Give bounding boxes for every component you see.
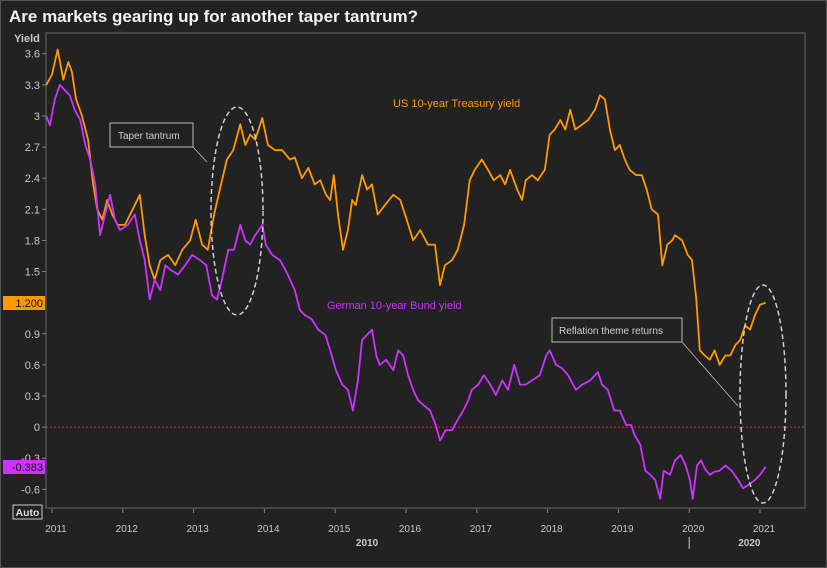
x-tick-label: 2011 — [45, 524, 67, 535]
reflation-box — [551, 317, 683, 343]
x-tick-label: 2021 — [753, 524, 776, 535]
y-tick-label: 3.6 — [25, 49, 40, 61]
y-tick-label: 3.3 — [25, 80, 40, 92]
y-tick-label: 0.3 — [25, 391, 40, 403]
y-tick-label: 2.1 — [25, 204, 40, 216]
auto-scale-label[interactable]: Auto — [16, 507, 40, 519]
y-tick-label: 2.4 — [25, 173, 40, 185]
y-tick-label: 0 — [34, 422, 40, 434]
auto-scale-button[interactable] — [12, 504, 43, 520]
x-tick-label: 2015 — [328, 524, 351, 535]
taper-tantrum-box — [109, 122, 194, 148]
decade-label: 2010 — [356, 538, 379, 549]
reflation-label: Reflation theme returns — [559, 326, 663, 337]
x-tick-label: 2016 — [399, 524, 422, 535]
decade-label: 2020 — [738, 538, 761, 549]
x-tick-label: 2020 — [682, 524, 705, 535]
taper-tantrum-label: Taper tantrum — [118, 131, 180, 142]
y-tick-label: 0.6 — [25, 360, 40, 372]
y-tick-label: -0.6 — [21, 484, 40, 496]
chart-title: Are markets gearing up for another taper… — [9, 7, 419, 26]
reflation-leader — [681, 341, 739, 407]
german-last-value-badge — [3, 460, 45, 474]
y-tick-label: 1.8 — [25, 235, 40, 247]
y-axis-label: Yield — [14, 33, 40, 45]
us-last-value-badge — [3, 296, 45, 310]
german-bund-yield-line — [45, 84, 767, 500]
plot-area — [45, 32, 806, 509]
x-tick-label: 2013 — [186, 524, 209, 535]
x-tick-label: 2014 — [257, 524, 280, 535]
taper-tantrum-leader — [192, 146, 208, 163]
reflation-ellipse — [739, 284, 787, 504]
y-tick-label: 2.7 — [25, 142, 40, 154]
us-last-value: 1.200 — [15, 298, 43, 310]
taper-tantrum-ellipse — [210, 106, 264, 316]
x-tick-label: 2018 — [540, 524, 563, 535]
german-series-label: German 10-year Bund yield — [327, 300, 462, 312]
y-tick-label: 0.9 — [25, 329, 40, 341]
y-tick-label: 1.5 — [25, 267, 40, 279]
x-tick-label: 2017 — [470, 524, 493, 535]
y-tick-label: 3 — [34, 111, 40, 123]
us-treasury-yield-line — [45, 48, 766, 366]
x-tick-label: 2019 — [611, 524, 634, 535]
x-tick-label: 2012 — [116, 524, 139, 535]
us-series-label: US 10-year Treasury yield — [393, 98, 520, 110]
german-last-value: -0.383 — [12, 462, 43, 474]
